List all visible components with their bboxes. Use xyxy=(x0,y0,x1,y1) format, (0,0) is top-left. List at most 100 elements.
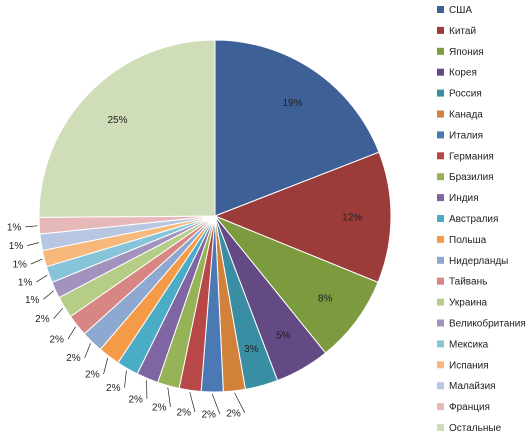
legend-item-австралия: Австралия xyxy=(437,214,498,225)
slice-остальные xyxy=(38,39,216,218)
legend-label: Россия xyxy=(449,89,482,100)
legend-swatch xyxy=(437,277,444,285)
legend-swatch xyxy=(437,47,444,55)
leader-line-бразилия xyxy=(167,387,171,407)
legend-label: Австралия xyxy=(449,214,498,225)
legend-item-сша: США xyxy=(437,5,472,16)
legend-label: Франция xyxy=(449,402,490,413)
data-label-франция: 1% xyxy=(7,222,22,233)
legend-item-украина: Украина xyxy=(437,298,488,309)
legend-swatch xyxy=(437,298,444,306)
data-label-сша: 19% xyxy=(282,98,302,109)
leader-line-канада xyxy=(234,392,246,413)
legend: США Китай Япония Корея Россия Канада Италия Гер… xyxy=(437,5,526,434)
legend-item-польша: Польша xyxy=(437,235,487,246)
legend-label: Бразилия xyxy=(449,172,494,183)
data-label-польша: 2% xyxy=(85,370,100,381)
legend-label: Германия xyxy=(449,151,494,162)
legend-label: Индия xyxy=(449,193,479,204)
leader-line-мексика xyxy=(36,275,48,283)
leader-line-тайвань xyxy=(67,326,76,340)
legend-item-нидерланды: Нидерланды xyxy=(437,256,508,267)
leader-line-германия xyxy=(189,392,196,413)
leader-line-италия xyxy=(211,393,221,415)
leader-line-малайзия xyxy=(27,242,40,246)
data-label-канада: 2% xyxy=(226,408,241,419)
data-label-тайвань: 2% xyxy=(49,335,64,346)
data-label-италия: 2% xyxy=(201,410,216,421)
legend-label: Канада xyxy=(449,110,483,121)
legend-item-япония: Япония xyxy=(437,47,484,58)
legend-item-испания: Испания xyxy=(437,360,489,371)
data-label-корея: 5% xyxy=(276,331,291,342)
legend-label: Япония xyxy=(449,47,484,58)
legend-label: Корея xyxy=(449,68,477,79)
slice-япония xyxy=(214,215,379,354)
legend-swatch xyxy=(437,26,444,34)
data-label-остальные: 25% xyxy=(107,115,127,126)
legend-item-россия: Россия xyxy=(437,89,482,100)
legend-swatch xyxy=(437,173,444,181)
legend-swatch xyxy=(437,340,444,348)
legend-label: Тайвань xyxy=(449,277,487,288)
legend-label: Остальные xyxy=(449,423,502,434)
legend-item-франция: Франция xyxy=(437,402,490,413)
legend-item-остальные: Остальные xyxy=(437,423,502,434)
data-labels: 19%12%8%5%3%2%2%2%2%2%2%2%2%2%2%1%1%1%1%… xyxy=(7,98,363,420)
leader-line-великобритания xyxy=(43,290,54,300)
leader-line-испания xyxy=(30,258,43,265)
legend-swatch xyxy=(437,6,444,13)
legend-label: Польша xyxy=(449,235,487,246)
legend-item-индия: Индия xyxy=(437,193,479,204)
data-label-германия: 2% xyxy=(177,408,192,419)
legend-swatch xyxy=(437,152,444,160)
legend-swatch xyxy=(437,235,444,243)
legend-swatch xyxy=(437,256,444,264)
legend-swatch xyxy=(437,424,444,431)
legend-swatch xyxy=(437,89,444,97)
legend-label: Испания xyxy=(449,360,489,371)
legend-swatch xyxy=(437,131,444,139)
legend-item-великобритания: Великобритания xyxy=(437,318,526,330)
legend-swatch xyxy=(437,215,444,222)
leader-lines xyxy=(25,225,246,415)
legend-item-тайвань: Тайвань xyxy=(437,277,487,288)
data-label-испания: 1% xyxy=(12,260,27,271)
data-label-индия: 2% xyxy=(128,394,143,405)
legend-item-бразилия: Бразилия xyxy=(437,172,494,183)
slice-китай xyxy=(213,151,392,284)
legend-item-германия: Германия xyxy=(437,151,494,162)
data-label-бразилия: 2% xyxy=(152,402,167,413)
legend-swatch xyxy=(437,403,444,411)
legend-swatch xyxy=(437,110,444,118)
data-label-япония: 8% xyxy=(318,293,333,304)
legend-label: США xyxy=(449,5,472,16)
legend-label: Китай xyxy=(449,26,476,37)
legend-label: Малайзия xyxy=(449,381,496,392)
legend-item-малайзия: Малайзия xyxy=(437,381,496,392)
leader-line-франция xyxy=(25,225,38,228)
slice-сша xyxy=(214,39,380,217)
legend-label: Великобритания xyxy=(449,318,526,330)
legend-swatch xyxy=(437,382,444,390)
legend-swatch xyxy=(437,319,444,327)
leader-line-польша xyxy=(103,357,109,375)
leader-line-австралия xyxy=(124,370,127,388)
legend-item-мексика: Мексика xyxy=(437,339,489,350)
pie-slices xyxy=(38,39,392,393)
data-label-австралия: 2% xyxy=(106,383,121,394)
legend-label: Украина xyxy=(449,298,488,309)
legend-swatch xyxy=(437,68,444,76)
legend-item-китай: Китай xyxy=(437,26,476,37)
legend-label: Италия xyxy=(449,130,483,141)
legend-item-канада: Канада xyxy=(437,110,483,121)
data-label-мексика: 1% xyxy=(18,277,33,288)
legend-swatch xyxy=(437,361,444,369)
data-label-китай: 12% xyxy=(342,213,362,224)
legend-label: Нидерланды xyxy=(449,256,508,267)
data-label-россия: 3% xyxy=(244,344,259,355)
data-label-украина: 2% xyxy=(35,314,50,325)
data-label-нидерланды: 2% xyxy=(66,353,81,364)
data-label-великобритания: 1% xyxy=(25,295,40,306)
